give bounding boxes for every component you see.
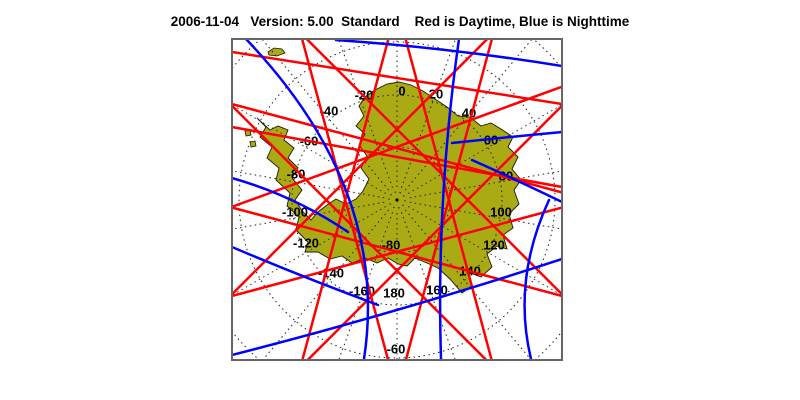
latitude-circle (291, 94, 503, 306)
longitude-label--120: -120 (293, 235, 319, 250)
longitude-label--40: -40 (320, 103, 339, 118)
chart-title: 2006-11-04 Version: 5.00 Standard Red is… (0, 14, 800, 29)
longitude-label--80: -80 (287, 166, 306, 181)
daytime-track (306, 104, 561, 359)
daytime-track (233, 50, 561, 106)
title-version: Version: 5.00 (250, 14, 334, 29)
island (267, 47, 286, 57)
daytime-track (233, 102, 561, 194)
title-mode: Standard (341, 14, 400, 29)
daytime-track (301, 40, 390, 359)
antarctica-land (244, 47, 522, 294)
daytime-track (233, 206, 561, 298)
daytime-track (233, 125, 561, 189)
longitude-label-180: 180 (383, 285, 405, 300)
title-date: 2006-11-04 (170, 14, 240, 29)
meridian-line (233, 170, 385, 199)
longitude-label--100: -100 (282, 204, 308, 219)
longitude-label-20: 20 (429, 86, 443, 101)
pole-dot (395, 198, 399, 202)
meridian-line (409, 201, 561, 230)
nighttime-track (233, 246, 380, 307)
longitude-label-0: 0 (398, 83, 405, 98)
latitude-label--60: -60 (387, 341, 406, 356)
meridian-line (338, 40, 394, 188)
meridian-line (338, 212, 394, 359)
daytime-track (301, 40, 390, 359)
daytime-track (233, 206, 561, 298)
nighttime-track (233, 258, 561, 357)
meridian-line (233, 201, 385, 230)
daytime-track (404, 40, 493, 359)
longitude-label-120: 120 (483, 237, 505, 252)
latitude-circle (388, 191, 406, 209)
nighttime-track (523, 198, 551, 359)
meridian-line (233, 206, 386, 296)
meridian-line (262, 40, 390, 191)
title-legend: Red is Daytime, Blue is Nighttime (414, 14, 630, 29)
nighttime-track (334, 40, 561, 68)
daytime-track (404, 40, 493, 359)
meridian-line (404, 209, 532, 359)
antarctica-mainland (256, 81, 522, 294)
daytime-track (233, 40, 489, 296)
satellite-tracks (233, 40, 561, 359)
nighttime-track (450, 130, 561, 145)
meridian-line (262, 209, 390, 359)
daytime-track (233, 104, 488, 359)
nighttime-track (233, 176, 350, 234)
island (249, 140, 257, 148)
longitude-label-100: 100 (490, 204, 512, 219)
longitude-label-160: 160 (426, 282, 448, 297)
nighttime-track (470, 158, 561, 203)
nighttime-track (245, 40, 370, 359)
meridian-line (408, 206, 561, 296)
latitude-circle (238, 41, 556, 359)
nighttime-track (438, 40, 461, 359)
plot-frame (231, 38, 563, 361)
meridian-line (404, 40, 532, 191)
plot-area: 0 20406080100120140160180-20-40-60-80-100… (233, 40, 561, 359)
